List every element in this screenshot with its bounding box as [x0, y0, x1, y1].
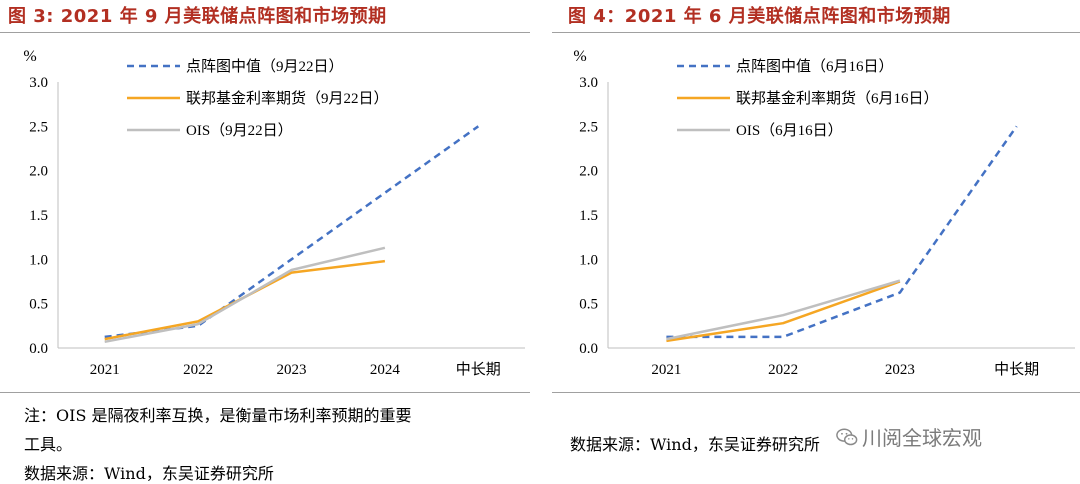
series-line-0 — [104, 125, 480, 339]
x-tick-label: 2023 — [885, 362, 915, 378]
chart-figure-3: 0.0 0.5 1.0 1.5 2.0 2.5 3.0% 2021 2022 2023 2024 中长… — [23, 48, 525, 378]
y-tick-label: 3.0 — [579, 75, 598, 91]
x-tick-label: 2022 — [183, 362, 213, 378]
bottom-rule-right — [552, 392, 1080, 393]
y-axis-label: % — [23, 48, 36, 65]
wechat-icon — [836, 427, 858, 445]
y-tick-label: 2.0 — [29, 164, 48, 180]
x-tick-label: 中长期 — [994, 361, 1039, 378]
legend-label-2: OIS（6月16日） — [736, 122, 843, 139]
series-line-1 — [666, 280, 901, 343]
legend-label-0: 点阵图中值（6月16日） — [736, 58, 894, 75]
legend-label-1: 联邦基金利率期货（9月22日） — [186, 90, 389, 107]
y-tick-label: 1.5 — [29, 208, 48, 224]
note-line-1: 注：OIS 是隔夜利率互换，是衡量市场利率预期的重要 — [24, 406, 412, 425]
series-line-0 — [666, 125, 1018, 339]
y-tick-label: 2.5 — [29, 119, 48, 135]
series-line-1 — [104, 259, 386, 341]
y-tick-label: 0.0 — [579, 341, 598, 357]
x-tick-label: 2021 — [651, 362, 681, 378]
x-tick-label: 2021 — [90, 362, 120, 378]
y-tick-label: 0.5 — [29, 297, 48, 313]
x-tick-label: 2022 — [768, 362, 798, 378]
title-rule-left — [0, 32, 530, 33]
series-line-2 — [104, 246, 386, 344]
bottom-rule-left — [0, 392, 530, 393]
legend-label-2: OIS（9月22日） — [186, 122, 293, 139]
figure-3-title: 图 3: 2021 年 9 月美联储点阵图和市场预期 — [8, 6, 387, 27]
series-line-2 — [666, 279, 901, 341]
y-tick-label: 2.0 — [579, 164, 598, 180]
y-tick-label: 0.5 — [579, 297, 598, 313]
y-tick-label: 1.0 — [29, 252, 48, 268]
y-tick-label: 1.0 — [579, 252, 598, 268]
watermark-text: 川阅全球宏观 — [862, 426, 982, 450]
legend-label-0: 点阵图中值（9月22日） — [186, 58, 344, 75]
y-tick-label: 2.5 — [579, 119, 598, 135]
y-axis-label: % — [573, 48, 586, 65]
legend-label-1: 联邦基金利率期货（6月16日） — [736, 90, 939, 107]
y-tick-label: 3.0 — [29, 75, 48, 91]
source-right: 数据来源：Wind，东吴证券研究所 — [570, 435, 820, 454]
source-left: 数据来源：Wind，东吴证券研究所 — [24, 464, 274, 483]
y-tick-label: 0.0 — [29, 341, 48, 357]
figure-4-title: 图 4：2021 年 6 月美联储点阵图和市场预期 — [568, 6, 951, 27]
y-tick-label: 1.5 — [579, 208, 598, 224]
x-tick-label: 中长期 — [456, 361, 501, 378]
watermark: 川阅全球宏观 — [836, 422, 982, 451]
x-tick-label: 2023 — [277, 362, 307, 378]
x-tick-label: 2024 — [370, 362, 401, 378]
chart-figure-4: 0.0 0.5 1.0 1.5 2.0 2.5 3.0% 2021 2022 2023 中长期 点阵图… — [573, 48, 1075, 378]
title-rule-right — [552, 32, 1080, 33]
note-line-2: 工具。 — [24, 435, 73, 454]
